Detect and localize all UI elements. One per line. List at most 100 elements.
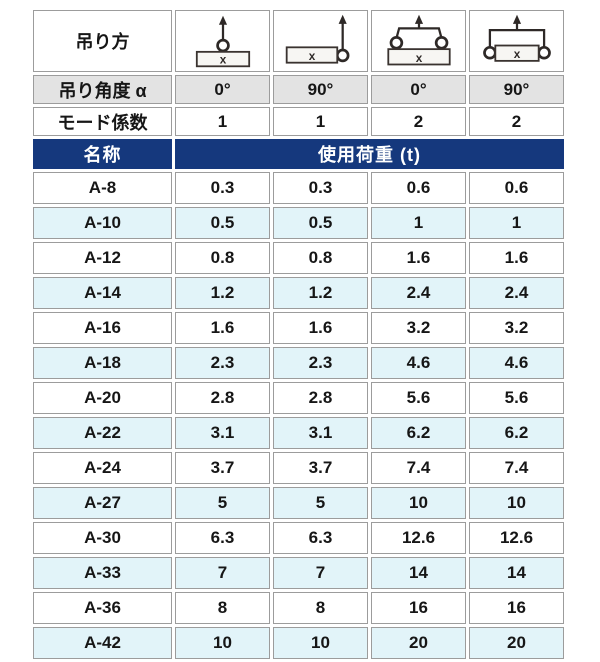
load-value: 12.6	[371, 522, 466, 554]
mode-value: 1	[175, 107, 270, 136]
working-load-header: 使用荷重 (t)	[175, 139, 564, 169]
load-value: 5.6	[371, 382, 466, 414]
load-value: 0.8	[273, 242, 368, 274]
load-value: 14	[469, 557, 564, 589]
load-value: 16	[371, 592, 466, 624]
model-name: A-30	[33, 522, 172, 554]
mode-value: 2	[469, 107, 564, 136]
table-row: A-42 10 10 20 20	[33, 627, 564, 659]
load-value: 0.5	[175, 207, 270, 239]
svg-text:x: x	[415, 52, 422, 65]
load-value: 1.6	[175, 312, 270, 344]
load-value: 6.3	[273, 522, 368, 554]
load-value: 1	[371, 207, 466, 239]
model-name: A-14	[33, 277, 172, 309]
load-value: 5	[175, 487, 270, 519]
load-value: 3.2	[469, 312, 564, 344]
load-value: 1.6	[469, 242, 564, 274]
table-row: A-27 5 5 10 10	[33, 487, 564, 519]
mode-coefficient-row: モード係数 1 1 2 2	[33, 107, 564, 136]
model-name: A-24	[33, 452, 172, 484]
table-row: A-16 1.6 1.6 3.2 3.2	[33, 312, 564, 344]
mode-value: 2	[371, 107, 466, 136]
lift-angle-row: 吊り角度 α 0° 90° 0° 90°	[33, 75, 564, 104]
mode-value: 1	[273, 107, 368, 136]
single-side-lift-icon: x	[285, 14, 349, 64]
model-name: A-8	[33, 172, 172, 204]
load-value: 3.7	[175, 452, 270, 484]
load-value: 0.8	[175, 242, 270, 274]
lift-method-label: 吊り方	[33, 10, 172, 72]
load-value: 1.6	[371, 242, 466, 274]
name-header: 名称	[33, 139, 172, 169]
model-name: A-22	[33, 417, 172, 449]
svg-text:x: x	[308, 50, 315, 63]
load-value: 7.4	[371, 452, 466, 484]
table-row: A-18 2.3 2.3 4.6 4.6	[33, 347, 564, 379]
load-value: 1.6	[273, 312, 368, 344]
model-name: A-36	[33, 592, 172, 624]
load-value: 6.2	[469, 417, 564, 449]
double-side-lift-icon: x	[482, 14, 551, 62]
load-value: 14	[371, 557, 466, 589]
load-value: 3.1	[175, 417, 270, 449]
lift-method-row: 吊り方 x x	[33, 10, 564, 72]
load-value: 2.4	[469, 277, 564, 309]
load-value: 6.2	[371, 417, 466, 449]
angle-value: 90°	[273, 75, 368, 104]
load-value: 12.6	[469, 522, 564, 554]
model-name: A-18	[33, 347, 172, 379]
load-value: 1	[469, 207, 564, 239]
model-name: A-20	[33, 382, 172, 414]
table-row: A-14 1.2 1.2 2.4 2.4	[33, 277, 564, 309]
load-value: 5.6	[469, 382, 564, 414]
table-row: A-24 3.7 3.7 7.4 7.4	[33, 452, 564, 484]
model-name: A-10	[33, 207, 172, 239]
lift-angle-label: 吊り角度 α	[33, 75, 172, 104]
mode-coefficient-label: モード係数	[33, 107, 172, 136]
load-value: 2.3	[175, 347, 270, 379]
model-name: A-12	[33, 242, 172, 274]
load-value: 6.3	[175, 522, 270, 554]
model-name: A-42	[33, 627, 172, 659]
load-value: 0.3	[273, 172, 368, 204]
load-value: 20	[469, 627, 564, 659]
table-row: A-20 2.8 2.8 5.6 5.6	[33, 382, 564, 414]
angle-value: 0°	[371, 75, 466, 104]
table-row: A-12 0.8 0.8 1.6 1.6	[33, 242, 564, 274]
svg-text:x: x	[219, 54, 226, 67]
load-value: 16	[469, 592, 564, 624]
load-value: 10	[371, 487, 466, 519]
load-value: 7	[175, 557, 270, 589]
load-value: 2.3	[273, 347, 368, 379]
load-value: 7	[273, 557, 368, 589]
table-row: A-33 7 7 14 14	[33, 557, 564, 589]
model-name: A-16	[33, 312, 172, 344]
load-value: 3.1	[273, 417, 368, 449]
load-value: 0.6	[469, 172, 564, 204]
load-value: 0.3	[175, 172, 270, 204]
load-value: 3.2	[371, 312, 466, 344]
load-value: 8	[175, 592, 270, 624]
load-value: 20	[371, 627, 466, 659]
angle-value: 0°	[175, 75, 270, 104]
svg-text:x: x	[513, 48, 520, 61]
double-vertical-lift-icon: x	[386, 14, 451, 66]
load-capacity-table: 吊り方 x x	[30, 7, 567, 662]
single-vertical-lift-icon: x	[195, 15, 250, 68]
load-value: 1.2	[273, 277, 368, 309]
load-value: 5	[273, 487, 368, 519]
section-header-row: 名称 使用荷重 (t)	[33, 139, 564, 169]
model-name: A-33	[33, 557, 172, 589]
load-value: 7.4	[469, 452, 564, 484]
load-value: 4.6	[469, 347, 564, 379]
load-value: 8	[273, 592, 368, 624]
load-value: 2.4	[371, 277, 466, 309]
table-row: A-22 3.1 3.1 6.2 6.2	[33, 417, 564, 449]
load-value: 3.7	[273, 452, 368, 484]
load-value: 4.6	[371, 347, 466, 379]
load-value: 1.2	[175, 277, 270, 309]
angle-value: 90°	[469, 75, 564, 104]
load-value: 10	[469, 487, 564, 519]
table-row: A-36 8 8 16 16	[33, 592, 564, 624]
